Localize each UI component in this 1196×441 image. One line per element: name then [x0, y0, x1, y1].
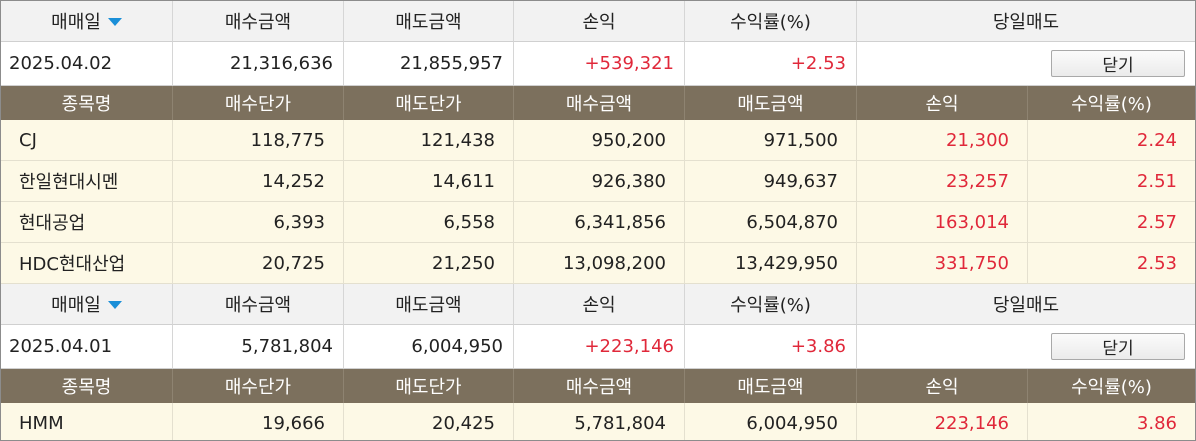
summary-sell-amount: 21,855,957	[344, 42, 514, 86]
summary-profit: +539,321	[514, 42, 685, 86]
stock-name: CJ	[1, 120, 173, 161]
close-button-cell: 닫기	[857, 42, 1195, 86]
buy-amount: 13,098,200	[514, 243, 685, 284]
sell-amount: 949,637	[685, 161, 857, 202]
stock-name: 한일현대시멘	[1, 161, 173, 202]
date-sort-header[interactable]: 매매일	[1, 284, 173, 325]
buy-price: 6,393	[173, 202, 344, 243]
profit: 331,750	[857, 243, 1028, 284]
stock-name: HMM	[1, 403, 173, 440]
sell-price-header: 매도단가	[344, 86, 514, 120]
table-row[interactable]: 현대공업 6,393 6,558 6,341,856 6,504,870 163…	[1, 202, 1195, 243]
close-button-cell: 닫기	[857, 325, 1195, 369]
profit: 21,300	[857, 120, 1028, 161]
sell-price: 121,438	[344, 120, 514, 161]
buy-amount-header: 매수금액	[173, 1, 344, 42]
return-rate: 2.57	[1028, 202, 1195, 243]
detail-return-rate-header: 수익률(%)	[1028, 369, 1195, 403]
summary-profit: +223,146	[514, 325, 685, 369]
trade-date: 2025.04.02	[1, 42, 173, 86]
profit: 23,257	[857, 161, 1028, 202]
detail-buy-amount-header: 매수금액	[514, 86, 685, 120]
profit: 223,146	[857, 403, 1028, 440]
sort-down-arrow-icon	[107, 18, 122, 26]
summary-row: 2025.04.01 5,781,804 6,004,950 +223,146 …	[1, 325, 1195, 369]
summary-return-rate: +2.53	[685, 42, 857, 86]
sell-amount: 6,504,870	[685, 202, 857, 243]
sell-amount: 6,004,950	[685, 403, 857, 440]
stock-name: HDC현대산업	[1, 243, 173, 284]
buy-amount-header: 매수금액	[173, 284, 344, 325]
sell-price: 20,425	[344, 403, 514, 440]
stock-name-header: 종목명	[1, 369, 173, 403]
detail-buy-amount-header: 매수금액	[514, 369, 685, 403]
table-row[interactable]: CJ 118,775 121,438 950,200 971,500 21,30…	[1, 120, 1195, 161]
detail-header-row: 종목명 매수단가 매도단가 매수금액 매도금액 손익 수익률(%)	[1, 86, 1195, 120]
sell-amount: 971,500	[685, 120, 857, 161]
table-row[interactable]: HMM 19,666 20,425 5,781,804 6,004,950 22…	[1, 403, 1195, 440]
summary-header-row: 매매일 매수금액 매도금액 손익 수익률(%) 당일매도	[1, 1, 1195, 42]
profit: 163,014	[857, 202, 1028, 243]
summary-buy-amount: 5,781,804	[173, 325, 344, 369]
return-rate-header: 수익률(%)	[685, 284, 857, 325]
profit-header: 손익	[514, 284, 685, 325]
buy-amount: 6,341,856	[514, 202, 685, 243]
summary-header-row: 매매일 매수금액 매도금액 손익 수익률(%) 당일매도	[1, 284, 1195, 325]
detail-sell-amount-header: 매도금액	[685, 86, 857, 120]
buy-amount: 950,200	[514, 120, 685, 161]
buy-amount: 926,380	[514, 161, 685, 202]
buy-price-header: 매수단가	[173, 369, 344, 403]
detail-sell-amount-header: 매도금액	[685, 369, 857, 403]
detail-profit-header: 손익	[857, 86, 1028, 120]
buy-price: 118,775	[173, 120, 344, 161]
table-row[interactable]: HDC현대산업 20,725 21,250 13,098,200 13,429,…	[1, 243, 1195, 284]
buy-price: 20,725	[173, 243, 344, 284]
stock-name: 현대공업	[1, 202, 173, 243]
summary-sell-amount: 6,004,950	[344, 325, 514, 369]
profit-header: 손익	[514, 1, 685, 42]
detail-profit-header: 손익	[857, 369, 1028, 403]
table-row[interactable]: 한일현대시멘 14,252 14,611 926,380 949,637 23,…	[1, 161, 1195, 202]
sell-amount: 13,429,950	[685, 243, 857, 284]
close-button[interactable]: 닫기	[1051, 333, 1185, 360]
sell-price: 6,558	[344, 202, 514, 243]
buy-price: 14,252	[173, 161, 344, 202]
summary-buy-amount: 21,316,636	[173, 42, 344, 86]
return-rate: 2.53	[1028, 243, 1195, 284]
same-day-sell-header: 당일매도	[857, 1, 1195, 42]
date-header-label: 매매일	[51, 295, 101, 316]
return-rate: 3.86	[1028, 403, 1195, 440]
buy-amount: 5,781,804	[514, 403, 685, 440]
trade-date: 2025.04.01	[1, 325, 173, 369]
date-sort-header[interactable]: 매매일	[1, 1, 173, 42]
same-day-sell-header: 당일매도	[857, 284, 1195, 325]
sell-price: 14,611	[344, 161, 514, 202]
summary-row: 2025.04.02 21,316,636 21,855,957 +539,32…	[1, 42, 1195, 86]
stock-name-header: 종목명	[1, 86, 173, 120]
return-rate: 2.51	[1028, 161, 1195, 202]
return-rate-header: 수익률(%)	[685, 1, 857, 42]
sell-amount-header: 매도금액	[344, 284, 514, 325]
sell-price-header: 매도단가	[344, 369, 514, 403]
return-rate: 2.24	[1028, 120, 1195, 161]
buy-price: 19,666	[173, 403, 344, 440]
sell-price: 21,250	[344, 243, 514, 284]
date-header-label: 매매일	[51, 12, 101, 33]
close-button[interactable]: 닫기	[1051, 50, 1185, 77]
sell-amount-header: 매도금액	[344, 1, 514, 42]
summary-return-rate: +3.86	[685, 325, 857, 369]
sort-down-arrow-icon	[107, 301, 122, 309]
buy-price-header: 매수단가	[173, 86, 344, 120]
detail-header-row: 종목명 매수단가 매도단가 매수금액 매도금액 손익 수익률(%)	[1, 369, 1195, 403]
detail-return-rate-header: 수익률(%)	[1028, 86, 1195, 120]
